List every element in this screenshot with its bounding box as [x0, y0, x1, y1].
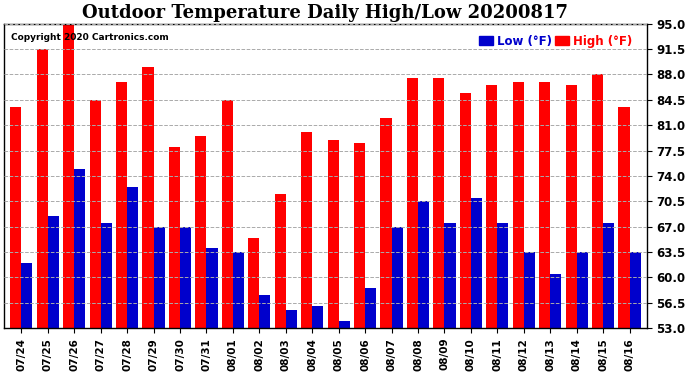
Bar	[275, 194, 286, 328]
Bar	[577, 252, 588, 328]
Bar	[10, 107, 21, 328]
Bar	[154, 226, 165, 328]
Bar	[486, 86, 497, 328]
Bar	[444, 223, 455, 328]
Bar	[592, 75, 603, 328]
Bar	[407, 78, 418, 328]
Bar	[313, 306, 324, 328]
Bar	[618, 107, 629, 328]
Bar	[301, 132, 313, 328]
Bar	[180, 226, 191, 328]
Bar	[248, 237, 259, 328]
Bar	[391, 226, 403, 328]
Bar	[286, 310, 297, 328]
Bar	[550, 274, 562, 328]
Bar	[233, 252, 244, 328]
Bar	[101, 223, 112, 328]
Bar	[37, 49, 48, 328]
Bar	[524, 252, 535, 328]
Title: Outdoor Temperature Daily High/Low 20200817: Outdoor Temperature Daily High/Low 20200…	[82, 4, 569, 22]
Bar	[460, 93, 471, 328]
Bar	[629, 252, 640, 328]
Bar	[48, 216, 59, 328]
Bar	[142, 67, 154, 328]
Bar	[566, 86, 577, 328]
Bar	[169, 147, 180, 328]
Bar	[206, 248, 217, 328]
Legend: Low (°F), High (°F): Low (°F), High (°F)	[477, 33, 634, 50]
Bar	[75, 169, 86, 328]
Bar	[127, 187, 138, 328]
Bar	[63, 24, 75, 328]
Bar	[433, 78, 444, 328]
Bar	[471, 198, 482, 328]
Bar	[221, 100, 233, 328]
Bar	[418, 201, 429, 328]
Bar	[513, 82, 524, 328]
Bar	[21, 263, 32, 328]
Bar	[328, 140, 339, 328]
Bar	[195, 136, 206, 328]
Bar	[259, 296, 270, 328]
Bar	[603, 223, 614, 328]
Bar	[497, 223, 509, 328]
Bar	[339, 321, 350, 328]
Bar	[354, 143, 365, 328]
Bar	[365, 288, 376, 328]
Bar	[90, 100, 101, 328]
Bar	[116, 82, 127, 328]
Bar	[539, 82, 550, 328]
Bar	[380, 118, 391, 328]
Text: Copyright 2020 Cartronics.com: Copyright 2020 Cartronics.com	[10, 33, 168, 42]
